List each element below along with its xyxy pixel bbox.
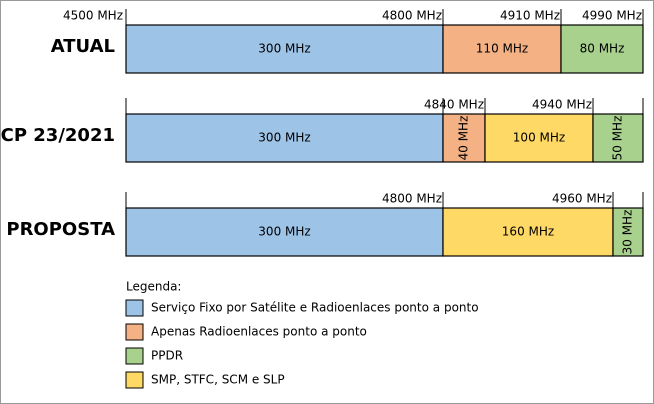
frequency-label: 4500 MHz [63,9,123,23]
band-segment [125,207,444,257]
segment-label: 40 MHz [457,116,471,161]
legend-label: Serviço Fixo por Satélite e Radioenlaces… [151,301,479,315]
segment-label: 300 MHz [258,225,310,239]
band-segment [125,24,444,74]
frequency-label: 4800 MHz [382,192,442,206]
band-segment [612,207,644,257]
legend-swatch [125,347,144,365]
band-segment [442,24,562,74]
band-segment [560,24,644,74]
legend-swatch [125,371,144,389]
legend-label: SMP, STFC, SCM e SLP [151,373,285,387]
legend-label: Apenas Radioenlaces ponto a ponto [151,325,367,339]
segment-label: 110 MHz [476,42,528,56]
legend-swatch [125,299,144,317]
frequency-label: 4990 MHz [582,9,642,23]
legend-title: Legenda: [126,280,181,294]
band-segment [592,113,644,163]
band-segment [125,113,444,163]
band-segment [442,207,614,257]
legend-label: PPDR [151,349,183,363]
frequency-label: 4960 MHz [552,192,612,206]
frequency-label: 4910 MHz [500,9,560,23]
row-label: CP 23/2021 [1,125,115,146]
frequency-label: 4840 MHz [424,98,484,112]
segment-label: 30 MHz [621,210,635,255]
row-label: PROPOSTA [6,219,115,240]
frequency-label: 4800 MHz [382,9,442,23]
row-label: ATUAL [51,36,115,57]
frequency-label: 4940 MHz [532,98,592,112]
legend-swatch [125,323,144,341]
segment-label: 50 MHz [611,116,625,161]
segment-label: 160 MHz [502,225,554,239]
segment-label: 100 MHz [513,131,565,145]
segment-label: 80 MHz [580,42,625,56]
segment-label: 300 MHz [258,131,310,145]
band-segment [442,113,486,163]
segment-label: 300 MHz [258,42,310,56]
